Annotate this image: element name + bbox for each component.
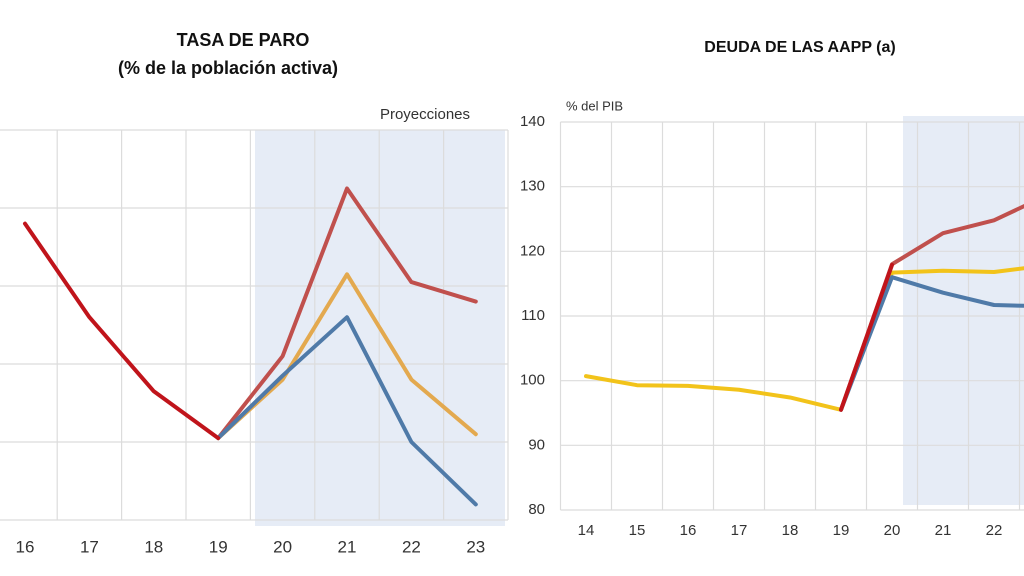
x-tick-label: 19 [209, 537, 228, 556]
series-line [23, 221, 221, 441]
series-line [839, 275, 1024, 412]
series-line [839, 262, 894, 412]
y-axis-label: % del PIB [566, 98, 623, 113]
x-tick-label: 17 [731, 522, 748, 539]
x-tick-label: 21 [935, 522, 952, 539]
y-tick-label: 110 [521, 307, 545, 324]
projection-area [903, 116, 1024, 505]
x-tick-label: 18 [144, 537, 163, 556]
x-tick-label: 22 [986, 522, 1003, 539]
series-line [216, 186, 478, 441]
chart-subtitle: (% de la población activa) [118, 58, 338, 78]
x-tick-label: 16 [16, 537, 35, 556]
series-line [216, 315, 478, 507]
y-tick-label: 90 [528, 436, 545, 453]
plot [559, 116, 1024, 511]
x-tick-label: 23 [466, 537, 485, 556]
x-tick-label: 17 [80, 537, 99, 556]
y-tick-label: 100 [520, 372, 545, 389]
chart-title: TASA DE PARO [177, 30, 310, 50]
annotation: Proyecciones [380, 106, 470, 123]
x-tick-label: 19 [833, 522, 850, 539]
x-tick-label: 22 [402, 537, 421, 556]
y-tick-label: 120 [520, 242, 545, 259]
y-tick-label: 80 [528, 501, 545, 518]
x-tick-label: 18 [782, 522, 799, 539]
x-tick-label: 21 [338, 537, 357, 556]
y-tick-label: 140 [520, 113, 545, 130]
plot [0, 129, 509, 526]
x-tick-label: 20 [273, 537, 292, 556]
x-tick-label: 15 [629, 522, 646, 539]
y-tick-label: 130 [520, 178, 545, 195]
x-tick-label: 16 [680, 522, 697, 539]
series-line [584, 266, 1024, 412]
x-tick-label: 14 [578, 522, 595, 539]
x-tick-label: 20 [884, 522, 901, 539]
chart-title: DEUDA DE LAS AAPP (a) [704, 39, 895, 56]
